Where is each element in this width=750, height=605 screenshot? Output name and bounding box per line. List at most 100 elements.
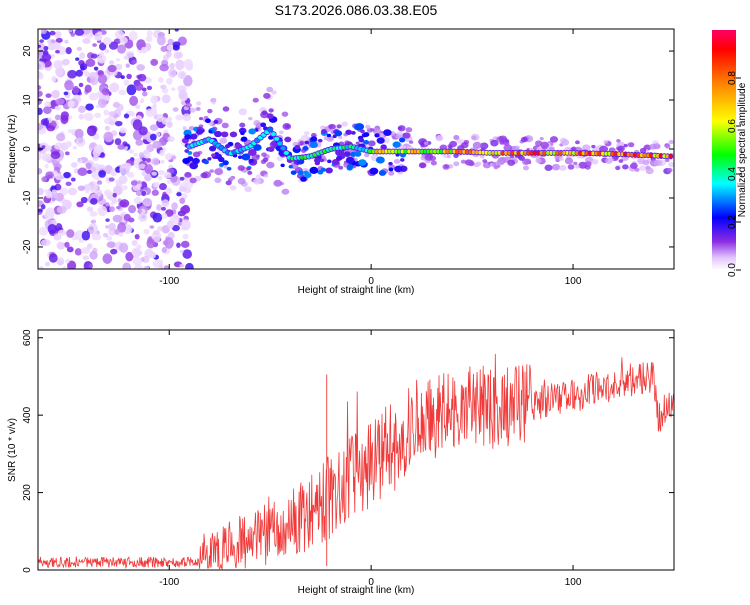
heatmap-noise-cell	[54, 173, 64, 181]
heatmap-noise-cell	[86, 169, 93, 175]
heatmap-noise-cell	[44, 210, 55, 220]
heatmap-noise-cell	[119, 36, 128, 45]
heatmap-ridge-core	[416, 149, 421, 154]
heatmap-ridge-core	[504, 150, 508, 155]
heatmap-noise-cell	[83, 112, 94, 121]
heatmap-noise-cell	[74, 248, 82, 256]
heatmap-noise-cell	[40, 29, 47, 35]
heatmap-ridge-blob	[237, 155, 243, 160]
heatmap-ridge-core	[267, 127, 273, 132]
heatmap-noise-cell	[95, 104, 101, 109]
heatmap-ridge-blob	[321, 129, 327, 134]
heatmap-noise-cell	[91, 233, 102, 241]
heatmap-noise-cell	[60, 114, 69, 125]
heatmap-ridge-core	[400, 149, 405, 154]
heatmap-ridge-core	[374, 149, 379, 154]
heatmap-noise-cell	[55, 98, 65, 106]
heatmap-noise-cell	[166, 179, 172, 185]
heatmap-noise-cell	[67, 260, 77, 269]
heatmap-halo-cell	[200, 172, 208, 179]
heatmap-noise-cell	[128, 30, 138, 41]
heatmap-noise-cell	[79, 63, 88, 71]
heatmap-noise-cell	[38, 107, 43, 115]
heatmap-ridge-core	[542, 150, 547, 155]
heatmap-noise-cell	[114, 120, 123, 127]
heatmap-noise-cell	[112, 192, 117, 198]
heatmap-noise-cell	[44, 261, 51, 267]
heatmap-halo-cell	[214, 177, 222, 184]
heatmap-noise-cell	[78, 105, 86, 114]
heatmap-noise-cell	[157, 226, 163, 232]
heatmap-noise-cell	[68, 115, 73, 120]
heatmap-ridge-blob	[229, 131, 238, 138]
heatmap-ridge-blob	[320, 167, 326, 172]
heatmap-noise-cell	[135, 139, 144, 146]
heatmap-noise-cell	[123, 113, 130, 119]
heatmap-ridge-blob	[288, 165, 293, 169]
heatmap-halo-cell	[615, 166, 621, 171]
heatmap-ridge-core	[559, 150, 563, 155]
spectrogram-ytick-label: -20	[22, 239, 33, 254]
heatmap-halo-cell	[247, 170, 253, 175]
heatmap-ridge-blob	[358, 159, 367, 166]
heatmap-halo-cell	[192, 151, 201, 158]
heatmap-noise-cell	[117, 144, 125, 150]
heatmap-ridge-core	[413, 149, 418, 154]
heatmap-ridge-core	[387, 149, 392, 154]
heatmap-noise-cell	[43, 106, 52, 115]
spectrogram-xtick-label: 0	[368, 276, 374, 287]
heatmap-halo-cell	[567, 164, 575, 170]
heatmap-halo-cell	[255, 174, 262, 179]
heatmap-ridge-blob	[319, 158, 325, 163]
heatmap-ridge-blob	[304, 140, 309, 145]
heatmap-noise-cell	[97, 97, 107, 109]
heatmap-halo-cell	[470, 133, 480, 141]
heatmap-ridge-blob	[189, 133, 198, 140]
heatmap-ridge-blob	[209, 145, 217, 152]
heatmap-noise-cell	[56, 206, 67, 214]
heatmap-ridge-blob	[218, 156, 225, 163]
heatmap-noise-cell	[39, 39, 44, 43]
figure-title: S173.2026.086.03.38.E05	[275, 2, 438, 18]
heatmap-noise-cell	[67, 100, 75, 108]
heatmap-noise-cell	[67, 129, 74, 134]
heatmap-noise-cell	[55, 37, 63, 43]
heatmap-ridge-core	[436, 149, 441, 154]
heatmap-noise-cell	[55, 50, 60, 54]
heatmap-ridge-blob	[183, 129, 192, 137]
heatmap-ridge-blob	[225, 144, 231, 149]
heatmap-noise-cell	[108, 111, 116, 117]
heatmap-halo-cell	[223, 165, 228, 169]
heatmap-noise-cell	[38, 42, 45, 51]
heatmap-noise-cell	[159, 264, 164, 269]
heatmap-halo-cell	[244, 186, 252, 193]
heatmap-noise-cell	[146, 30, 153, 37]
heatmap-ridge-blob	[300, 176, 307, 182]
heatmap-ridge-core	[529, 150, 534, 155]
heatmap-ridge-blob	[354, 151, 362, 157]
heatmap-halo-cell	[397, 126, 402, 130]
heatmap-noise-cell	[150, 95, 159, 104]
colorbar-tick-label: 0.0	[727, 263, 738, 277]
heatmap-halo-cell	[263, 92, 271, 99]
heatmap-noise-cell	[66, 229, 75, 238]
heatmap-ridge-core	[555, 150, 560, 155]
heatmap-noise-cell	[119, 127, 127, 134]
heatmap-halo-cell	[364, 152, 370, 158]
heatmap-ridge-blob	[304, 172, 312, 179]
heatmap-noise-cell	[142, 91, 148, 97]
heatmap-noise-cell	[76, 201, 84, 208]
heatmap-noise-cell	[151, 189, 159, 196]
heatmap-noise-cell	[85, 58, 96, 67]
heatmap-noise-cell	[49, 30, 56, 36]
heatmap-ridge-core	[429, 149, 434, 154]
heatmap-halo-cell	[493, 165, 499, 170]
heatmap-noise-cell	[41, 176, 48, 183]
heatmap-noise-cell	[166, 121, 173, 129]
heatmap-ridge-core	[445, 149, 450, 154]
heatmap-noise-cell	[70, 177, 76, 182]
heatmap-noise-cell	[182, 204, 190, 213]
colorbar-tick-label: 0.2	[727, 215, 738, 229]
